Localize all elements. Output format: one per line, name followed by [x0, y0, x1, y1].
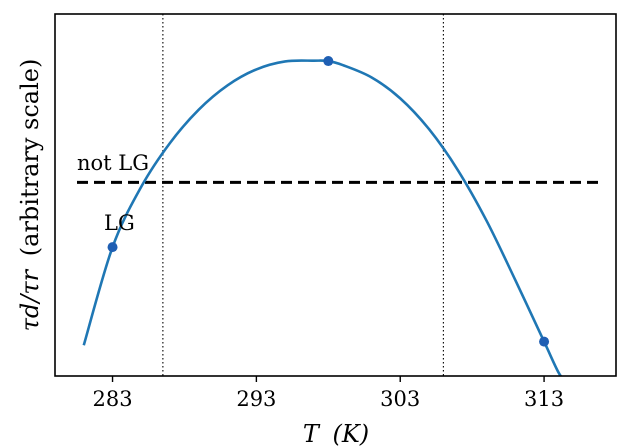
x-axis-label-symbol: T — [303, 420, 321, 448]
x-tick-label-293: 293 — [236, 387, 276, 411]
x-axis-ticks: 283 293 303 313 — [92, 376, 564, 411]
annotation-lg: LG — [104, 211, 135, 235]
plot-content — [77, 14, 604, 376]
x-tick-label-303: 303 — [380, 387, 420, 411]
y-axis-label-unit: (arbitrary scale) — [16, 59, 44, 257]
plot-frame — [54, 13, 617, 377]
x-tick-label-313: 313 — [524, 387, 564, 411]
series-line-1 — [82, 59, 563, 376]
annotation-not-lg: not LG — [77, 151, 149, 175]
x-axis-label-unit: (K) — [333, 420, 370, 448]
y-axis-label-symbol: τd/τr — [16, 268, 44, 331]
y-axis-label: τd/τr (arbitrary scale) — [16, 59, 44, 332]
data-point-3 — [539, 336, 550, 347]
data-point-1 — [107, 242, 118, 253]
x-tick-label-283: 283 — [92, 387, 132, 411]
data-point-2 — [323, 56, 334, 67]
x-axis-label: T (K) — [303, 420, 369, 448]
